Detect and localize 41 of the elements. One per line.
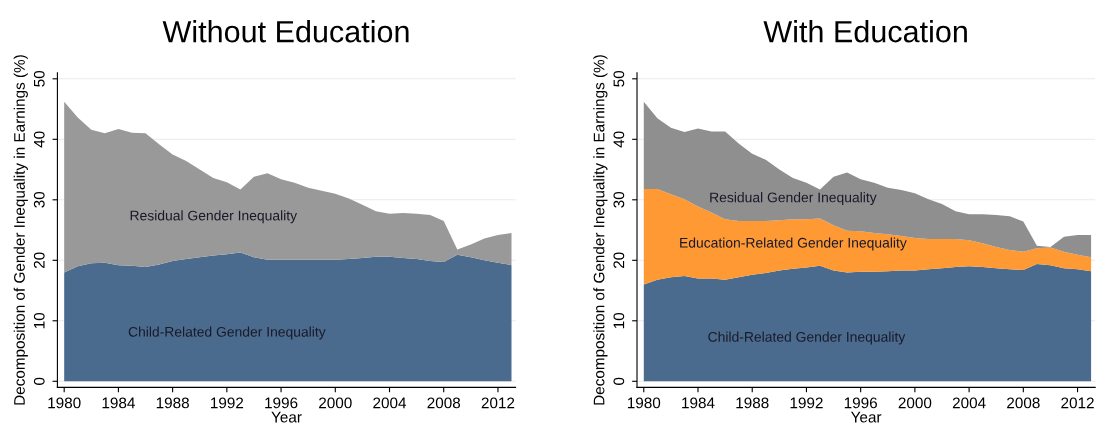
series-label: Child-Related Gender Inequality xyxy=(128,326,326,340)
x-tick-label: 1996 xyxy=(844,397,877,409)
x-tick-label: 2004 xyxy=(952,397,986,409)
y-tick-label: 50 xyxy=(613,70,625,87)
y-tick-label: 40 xyxy=(33,131,45,148)
y-tick-label: 40 xyxy=(613,131,625,148)
y-tick-label: 30 xyxy=(33,191,45,208)
x-tick-label: 2012 xyxy=(481,397,515,409)
x-tick-label: 1996 xyxy=(265,397,298,409)
y-tick-label: 30 xyxy=(613,191,625,208)
x-axis-title: Year xyxy=(271,411,302,423)
series-label: Residual Gender Inequality xyxy=(130,210,298,224)
y-tick-label: 0 xyxy=(33,377,45,385)
series-label: Education-Related Gender Inequality xyxy=(680,237,907,251)
y-axis-title: Decomposition of Gender Inequality in Earnings (%) xyxy=(13,55,28,405)
series-label: Child-Related Gender Inequality xyxy=(708,331,906,345)
x-tick-label: 1980 xyxy=(627,397,661,409)
x-tick-label: 2008 xyxy=(1007,397,1040,409)
x-tick-label: 2000 xyxy=(898,397,932,409)
y-tick-label: 10 xyxy=(613,312,625,329)
x-tick-label: 1988 xyxy=(736,397,769,409)
x-tick-label: 1980 xyxy=(48,397,81,409)
x-tick-label: 2012 xyxy=(1061,397,1094,409)
y-tick-label: 10 xyxy=(33,312,45,329)
y-tick-label: 0 xyxy=(613,377,625,385)
series-label: Residual Gender Inequality xyxy=(710,192,877,206)
y-tick-label: 50 xyxy=(33,70,45,87)
x-axis-title: Year xyxy=(850,411,882,423)
x-tick-label: 1992 xyxy=(790,397,823,409)
x-tick-label: 1988 xyxy=(156,397,189,409)
chart-title: With Education xyxy=(763,20,967,43)
y-tick-label: 20 xyxy=(613,252,625,269)
x-tick-label: 2004 xyxy=(373,397,407,409)
x-tick-label: 1984 xyxy=(682,397,715,409)
x-tick-label: 2008 xyxy=(427,397,461,409)
x-tick-label: 1992 xyxy=(211,397,244,409)
y-tick-label: 20 xyxy=(33,252,45,269)
y-axis-title: Decomposition of Gender Inequality in Earnings (%) xyxy=(593,55,608,405)
x-tick-label: 1984 xyxy=(102,397,135,409)
chart-title: Without Education xyxy=(162,20,409,43)
x-tick-label: 2000 xyxy=(319,397,352,409)
